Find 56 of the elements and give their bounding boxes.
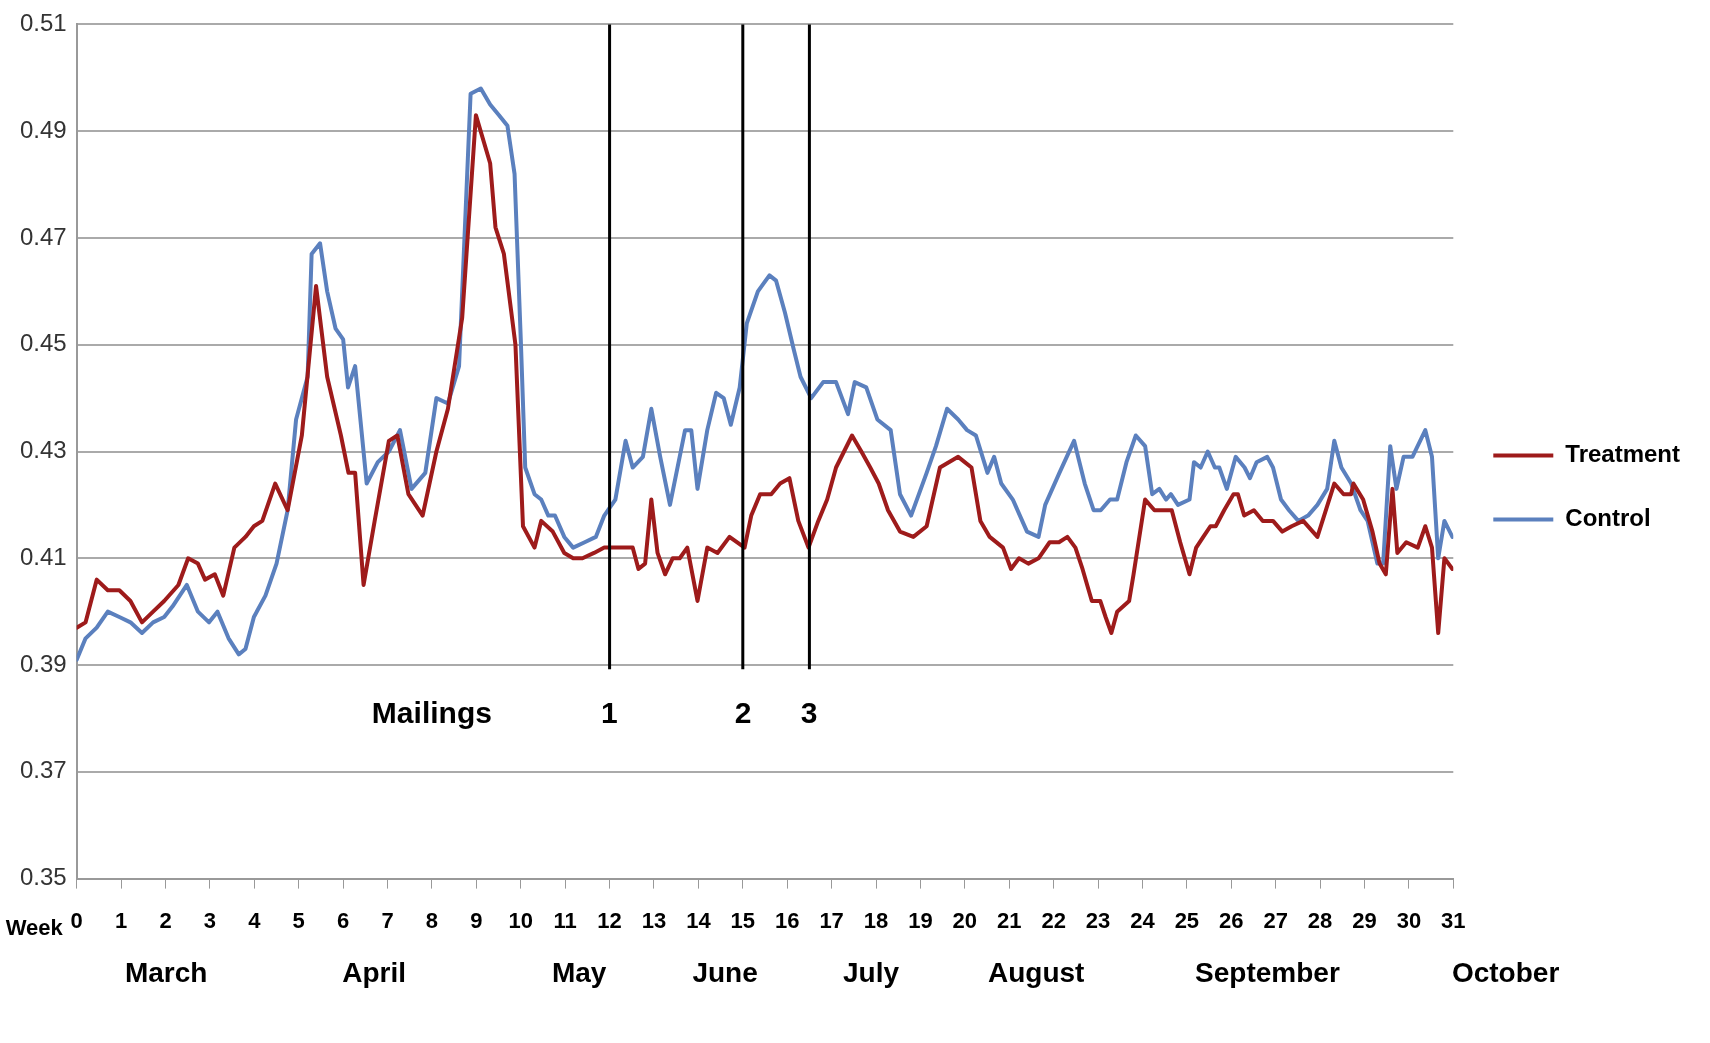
x-tick-label: 6: [337, 907, 350, 933]
x-tick-label: 25: [1174, 907, 1200, 933]
y-tick-label: 0.45: [19, 329, 67, 357]
text: April: [342, 957, 406, 989]
x-tick-label: 0: [70, 907, 83, 933]
x-tick-label: 27: [1263, 907, 1288, 933]
y-tick-label: 0.39: [19, 649, 67, 677]
x-tick-label: 10: [508, 907, 534, 933]
y-tick-label: 0.41: [19, 542, 67, 570]
y-tick-label: 0.47: [19, 222, 67, 250]
x-tick-label: 3: [203, 907, 217, 933]
x-tick-label: 11: [553, 907, 577, 933]
y-tick-label: 0.43: [19, 436, 67, 464]
text: October: [1451, 957, 1560, 989]
x-tick-label: 7: [381, 907, 394, 933]
x-tick-label: 14: [686, 907, 712, 933]
x-tick-label: 13: [641, 907, 667, 933]
x-tick-label: 2: [159, 907, 172, 933]
x-tick-label: 18: [863, 907, 889, 933]
x-tick-label: 12: [597, 907, 622, 933]
text: July: [842, 957, 900, 989]
x-tick-label: 29: [1352, 907, 1377, 933]
y-tick-label: 0.35: [19, 863, 67, 891]
text: August: [987, 957, 1085, 989]
x-tick-label: 20: [952, 907, 978, 933]
x-axis-title: Week: [5, 914, 64, 940]
x-tick-label: 21: [996, 907, 1022, 933]
x-tick-label: 23: [1085, 907, 1111, 933]
x-tick-label: 19: [908, 907, 933, 933]
annotation: 1: [601, 695, 618, 729]
annotation: Mailings: [371, 695, 492, 729]
x-tick-label: 8: [425, 907, 439, 933]
x-tick-label: 30: [1396, 907, 1422, 933]
x-tick-label: 31: [1441, 907, 1466, 933]
x-tick-label: 15: [730, 907, 756, 933]
text: March: [124, 957, 208, 989]
x-tick-label: 5: [292, 907, 305, 933]
x-tick-label: 17: [819, 907, 844, 933]
text: May: [551, 957, 607, 989]
x-tick-label: 1: [114, 907, 128, 933]
x-tick-label: 4: [248, 907, 262, 933]
annotation: 2: [734, 695, 752, 729]
text: June: [692, 957, 758, 989]
x-tick-label: 28: [1307, 907, 1333, 933]
x-tick-label: 9: [470, 907, 483, 933]
legend-label: Treatment: [1565, 440, 1681, 468]
x-tick-label: 22: [1041, 907, 1066, 933]
y-tick-label: 0.49: [19, 115, 67, 143]
y-tick-label: 0.51: [19, 9, 67, 37]
annotation: 3: [800, 695, 818, 729]
legend-label: Control: [1565, 504, 1651, 532]
x-tick-label: 24: [1130, 907, 1156, 933]
y-tick-label: 0.37: [19, 756, 67, 784]
text: September: [1195, 957, 1340, 989]
x-tick-label: 16: [774, 907, 800, 933]
x-tick-label: 26: [1219, 907, 1244, 933]
